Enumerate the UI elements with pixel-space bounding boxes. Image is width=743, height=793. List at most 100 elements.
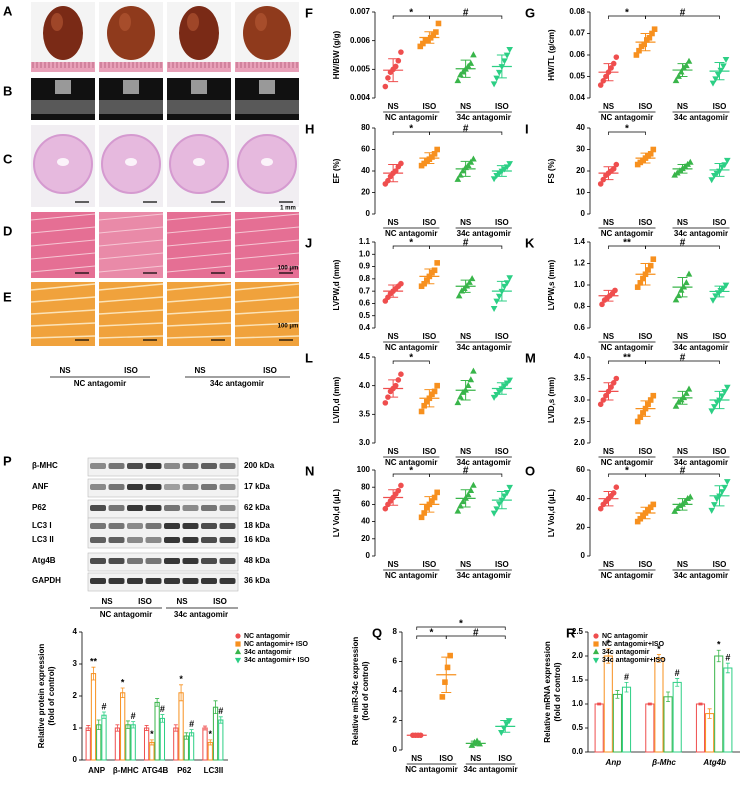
y-tick-label: 1.5 — [572, 675, 584, 684]
marker — [382, 505, 389, 512]
sig-label: * — [409, 353, 413, 364]
marker — [683, 62, 690, 69]
sd-bar — [424, 31, 435, 44]
y-tick-label: 1.4 — [574, 237, 586, 246]
x-tick-label: ISO — [713, 560, 727, 569]
sd-bar — [496, 165, 507, 177]
y-tick-label: 4.5 — [359, 352, 371, 361]
y-axis-label: EF (%) — [332, 158, 341, 183]
error-bar — [86, 725, 91, 731]
y-axis-label: LVID,d (mm) — [332, 376, 341, 423]
fiber — [98, 296, 164, 303]
marker — [671, 507, 679, 514]
sig-bracket — [445, 635, 506, 639]
bar — [663, 696, 673, 753]
marker — [722, 282, 730, 289]
fiber — [166, 213, 232, 221]
panel-letter: A — [3, 3, 13, 18]
error-bar — [656, 654, 661, 663]
y-tick-label: 40 — [361, 517, 370, 526]
blot-label: Atg4B — [32, 556, 56, 565]
marker — [457, 393, 464, 400]
band — [90, 463, 106, 469]
fiber — [98, 265, 164, 273]
scale-label: 1 mm — [280, 206, 296, 212]
bar — [672, 681, 682, 753]
bar — [202, 727, 208, 761]
sd-bar — [603, 289, 614, 302]
error-bar — [606, 648, 611, 664]
sd-bar — [714, 62, 725, 81]
y-tick-label: 20 — [576, 166, 585, 175]
marker — [467, 158, 475, 165]
sig-label: ** — [90, 657, 98, 667]
marker — [613, 375, 620, 382]
y-tick-label: 30 — [576, 145, 585, 154]
group-label: NC antagomir — [601, 343, 653, 352]
blot-strip — [87, 478, 239, 498]
bar — [101, 714, 107, 761]
fiber — [166, 322, 232, 327]
fiber — [98, 213, 164, 221]
heart — [107, 6, 155, 60]
marker — [592, 657, 600, 664]
marker — [495, 293, 503, 300]
lane-label: ISO — [263, 366, 277, 375]
y-tick-label: 20 — [361, 534, 370, 543]
y-tick-label: 3.5 — [574, 374, 586, 383]
sig-label: # — [463, 466, 469, 477]
band — [108, 523, 125, 529]
marker — [650, 256, 657, 262]
y-axis-label: HW/TL (g/cm) — [547, 29, 556, 81]
sd-bar — [677, 498, 688, 511]
sig-bracket — [608, 131, 646, 135]
band — [219, 558, 236, 564]
sig-label: # — [473, 628, 479, 639]
marker — [710, 404, 718, 411]
y-tick-label: 0.5 — [572, 723, 584, 732]
band — [164, 484, 180, 490]
sig-label: * — [459, 619, 463, 630]
band — [145, 505, 162, 511]
panel-letter: K — [525, 235, 535, 250]
marker — [457, 71, 464, 78]
fiber — [166, 252, 232, 260]
bar — [173, 727, 179, 761]
echo-trace — [167, 100, 231, 114]
sig-label: # — [131, 711, 136, 721]
y-tick-label: 80 — [361, 123, 370, 132]
sig-label: * — [179, 674, 183, 684]
error-bar — [624, 682, 629, 693]
marker — [470, 51, 477, 58]
he-lumen — [57, 158, 69, 166]
bar — [143, 727, 150, 761]
bar — [612, 693, 622, 753]
marker — [721, 484, 729, 491]
sig-label: * — [409, 238, 413, 249]
error-bar — [189, 729, 194, 737]
marker — [613, 161, 620, 168]
panel-letter: P — [3, 453, 12, 468]
x-tick-label: ISO — [422, 332, 436, 341]
y-tick-label: 0.006 — [350, 36, 371, 45]
marker — [398, 371, 404, 378]
fiber — [98, 309, 164, 315]
bar — [125, 724, 131, 761]
band — [182, 484, 199, 490]
marker — [685, 270, 693, 277]
fiber — [166, 226, 232, 234]
band — [164, 578, 180, 584]
marker — [398, 482, 404, 489]
marker — [723, 384, 731, 391]
fiber — [234, 213, 300, 221]
x-tick-label: NS — [460, 102, 472, 111]
y-tick-label: 0 — [366, 209, 371, 218]
group-label: NC antagomir — [385, 571, 437, 580]
marker — [501, 166, 508, 173]
marker — [647, 262, 654, 269]
marker — [501, 493, 508, 500]
group-label: 34c antagomir — [463, 765, 517, 774]
sig-label: * — [150, 729, 154, 739]
x-tick-label: β-Mhc — [651, 758, 676, 767]
group-label: NC antagomir — [385, 343, 437, 352]
